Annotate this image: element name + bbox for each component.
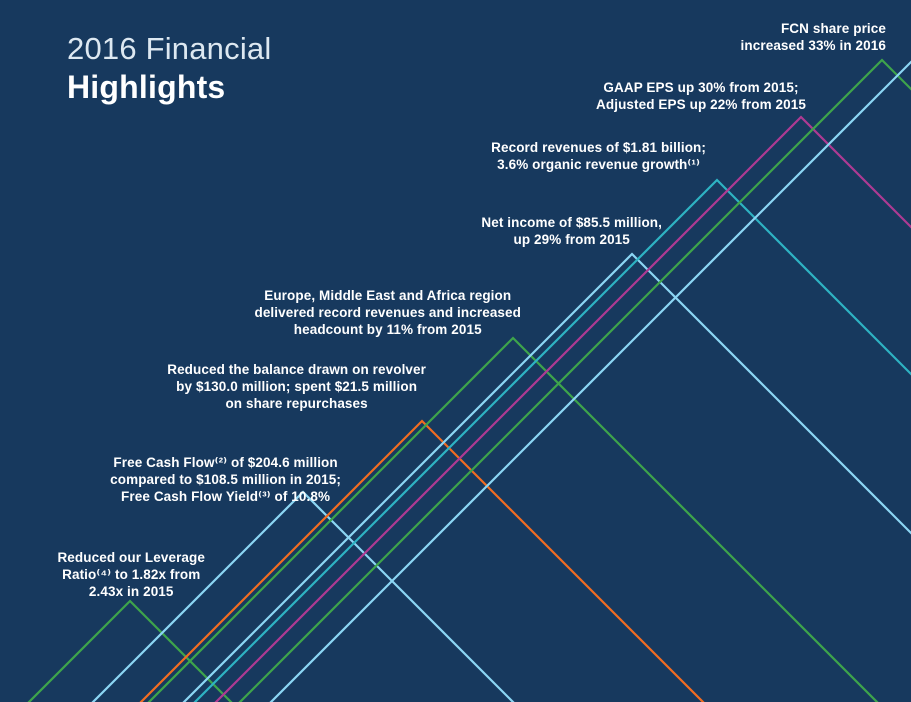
peak-line-record-revenues-peak: [193, 178, 911, 702]
annotation-line: delivered record revenues and increased: [254, 305, 521, 320]
annotation-line: increased 33% in 2016: [740, 38, 886, 53]
annotation-fcn-share-price: FCN share price increased 33% in 2016: [741, 20, 886, 54]
annotation-emea-region: Europe, Middle East and Africa region del…: [254, 287, 521, 338]
peak-line-net-income-peak: [182, 252, 911, 702]
annotation-line: Record revenues of $1.81 billion;: [491, 140, 706, 155]
annotation-line: Ratio⁽⁴⁾ to 1.82x from: [62, 567, 201, 582]
title-line-2: Highlights: [67, 69, 226, 105]
peak-line-fcn-share-price-peak: [238, 58, 911, 702]
annotation-line: 3.6% organic revenue growth⁽¹⁾: [497, 157, 700, 172]
annotation-line: Reduced our Leverage: [57, 550, 205, 565]
annotation-line: Reduced the balance drawn on revolver: [167, 362, 426, 377]
annotation-revolver: Reduced the balance drawn on revolver by …: [167, 361, 426, 412]
annotation-line: 2.43x in 2015: [88, 584, 174, 599]
annotation-record-revenues: Record revenues of $1.81 billion; 3.6% or…: [491, 139, 706, 173]
annotation-line: Europe, Middle East and Africa region: [264, 288, 512, 303]
peak-line-emea-peak: [147, 336, 879, 702]
peak-line-gaap-eps-peak: [214, 115, 911, 702]
peak-line-right-edge-peak: [269, 60, 911, 702]
annotation-line: compared to $108.5 million in 2015;: [110, 472, 341, 487]
annotation-leverage-ratio: Reduced our Leverage Ratio⁽⁴⁾ to 1.82x fr…: [57, 549, 205, 600]
annotation-line: Free Cash Flow⁽²⁾ of $204.6 million: [113, 455, 338, 470]
annotation-line: up 29% from 2015: [513, 232, 630, 247]
annotation-gaap-eps: GAAP EPS up 30% from 2015; Adjusted EPS u…: [596, 79, 806, 113]
annotation-line: on share repurchases: [225, 396, 368, 411]
peak-line-free-cash-flow-peak: [91, 490, 515, 702]
annotation-line: Free Cash Flow Yield⁽³⁾ of 10.8%: [121, 489, 331, 504]
peak-line-leverage-ratio-peak: [27, 599, 233, 702]
annotation-line: headcount by 11% from 2015: [293, 322, 482, 337]
annotation-line: FCN share price: [780, 21, 886, 36]
annotation-net-income: Net income of $85.5 million, up 29% from …: [481, 214, 662, 248]
annotation-free-cash-flow: Free Cash Flow⁽²⁾ of $204.6 million compa…: [110, 454, 341, 505]
annotation-line: by $130.0 million; spent $21.5 million: [176, 379, 418, 394]
annotation-line: Net income of $85.5 million,: [481, 215, 662, 230]
peak-line-revolver-peak: [139, 419, 705, 702]
annotation-line: Adjusted EPS up 22% from 2015: [596, 97, 806, 112]
annotation-line: GAAP EPS up 30% from 2015;: [603, 80, 799, 95]
title-line-1: 2016 Financial: [67, 31, 272, 66]
page-title: 2016 Financial Highlights: [67, 30, 271, 106]
